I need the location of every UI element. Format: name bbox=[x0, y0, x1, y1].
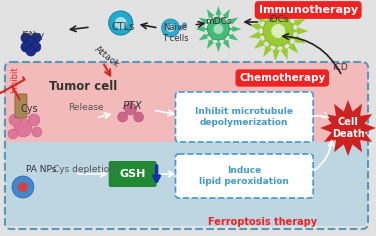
FancyArrow shape bbox=[273, 1, 280, 16]
Circle shape bbox=[26, 37, 36, 47]
Text: PA NPs: PA NPs bbox=[26, 165, 56, 174]
Circle shape bbox=[263, 16, 293, 46]
Circle shape bbox=[162, 19, 179, 37]
FancyArrow shape bbox=[249, 31, 264, 39]
Text: Inhibit: Inhibit bbox=[11, 67, 20, 93]
Circle shape bbox=[271, 24, 285, 38]
FancyArrow shape bbox=[223, 38, 230, 49]
Circle shape bbox=[31, 33, 41, 43]
Circle shape bbox=[208, 18, 229, 40]
FancyBboxPatch shape bbox=[176, 92, 313, 142]
FancyArrow shape bbox=[249, 23, 264, 31]
Text: Attack: Attack bbox=[92, 45, 121, 69]
Circle shape bbox=[115, 17, 127, 29]
Text: mDCs: mDCs bbox=[205, 17, 232, 26]
FancyArrow shape bbox=[263, 5, 272, 19]
Circle shape bbox=[167, 24, 174, 32]
Text: Release: Release bbox=[68, 104, 103, 113]
FancyArrow shape bbox=[196, 26, 208, 32]
Text: Ferroptosis therapy: Ferroptosis therapy bbox=[208, 217, 317, 227]
Circle shape bbox=[12, 176, 34, 198]
FancyArrow shape bbox=[199, 34, 209, 41]
Text: Tumor cell: Tumor cell bbox=[49, 80, 117, 93]
Circle shape bbox=[214, 24, 223, 34]
Text: Chemotherapy: Chemotherapy bbox=[239, 73, 325, 83]
Text: Inhibit microtubule
depolymerization: Inhibit microtubule depolymerization bbox=[196, 107, 293, 127]
Text: PTX: PTX bbox=[123, 101, 143, 111]
Circle shape bbox=[28, 114, 40, 126]
FancyArrow shape bbox=[215, 6, 221, 18]
FancyArrow shape bbox=[287, 41, 299, 54]
Circle shape bbox=[21, 42, 31, 52]
FancyArrow shape bbox=[207, 9, 214, 20]
Circle shape bbox=[9, 114, 21, 126]
FancyArrow shape bbox=[280, 45, 288, 60]
Text: Induce
lipid peroxidation: Induce lipid peroxidation bbox=[199, 166, 289, 186]
Circle shape bbox=[125, 103, 136, 115]
FancyArrow shape bbox=[263, 43, 272, 57]
Text: Cys: Cys bbox=[20, 104, 38, 114]
FancyArrow shape bbox=[254, 13, 267, 23]
Circle shape bbox=[118, 112, 127, 122]
FancyArrow shape bbox=[273, 46, 280, 61]
FancyArrow shape bbox=[291, 35, 306, 43]
Circle shape bbox=[18, 182, 28, 192]
FancyArrow shape bbox=[199, 17, 209, 25]
FancyArrow shape bbox=[287, 8, 299, 21]
Text: CTLs: CTLs bbox=[111, 22, 134, 32]
FancyArrow shape bbox=[207, 38, 214, 49]
Text: Naive
T cells: Naive T cells bbox=[162, 23, 189, 43]
Text: ICD: ICD bbox=[332, 63, 348, 72]
Circle shape bbox=[21, 33, 31, 43]
FancyArrow shape bbox=[254, 39, 267, 49]
FancyBboxPatch shape bbox=[15, 94, 27, 118]
Text: GSH: GSH bbox=[120, 169, 146, 179]
FancyArrow shape bbox=[223, 9, 230, 20]
Circle shape bbox=[14, 119, 32, 137]
Text: Cell
Death: Cell Death bbox=[332, 117, 364, 139]
Circle shape bbox=[31, 42, 41, 52]
Circle shape bbox=[32, 127, 42, 137]
FancyBboxPatch shape bbox=[5, 62, 368, 222]
Text: Cys depletion: Cys depletion bbox=[53, 165, 115, 174]
Circle shape bbox=[8, 129, 18, 139]
FancyArrow shape bbox=[215, 40, 221, 52]
Circle shape bbox=[133, 112, 144, 122]
FancyArrow shape bbox=[293, 27, 308, 35]
FancyArrow shape bbox=[227, 34, 238, 41]
FancyBboxPatch shape bbox=[176, 154, 313, 198]
FancyBboxPatch shape bbox=[5, 142, 368, 226]
FancyArrow shape bbox=[291, 19, 306, 27]
Text: IFN-γ: IFN-γ bbox=[21, 30, 44, 39]
Circle shape bbox=[182, 22, 187, 28]
Text: Immunotherapy: Immunotherapy bbox=[259, 5, 358, 15]
Circle shape bbox=[109, 11, 133, 35]
Circle shape bbox=[178, 25, 183, 30]
FancyBboxPatch shape bbox=[109, 161, 156, 187]
Text: iDCs: iDCs bbox=[268, 16, 288, 25]
FancyArrow shape bbox=[229, 26, 241, 32]
Circle shape bbox=[26, 46, 36, 56]
Polygon shape bbox=[320, 100, 376, 156]
FancyArrow shape bbox=[280, 2, 288, 17]
FancyArrow shape bbox=[227, 17, 238, 25]
